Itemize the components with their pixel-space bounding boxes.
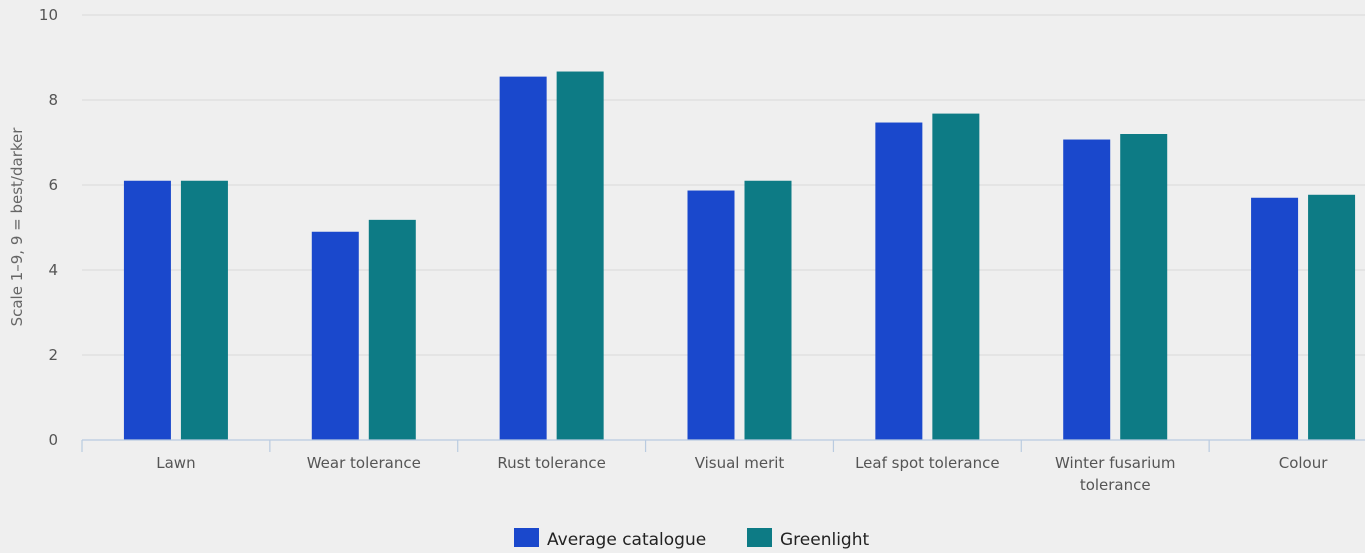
bar[interactable] — [1063, 139, 1111, 440]
bar[interactable] — [123, 180, 171, 440]
x-tick-label: Colour — [1279, 454, 1329, 472]
y-axis-label: Scale 1–9, 9 = best/darker — [8, 127, 26, 327]
y-tick-label: 2 — [48, 346, 58, 364]
y-tick-label: 6 — [48, 176, 58, 194]
x-tick-label: Rust tolerance — [497, 454, 606, 472]
legend-item[interactable]: Average catalogue — [514, 528, 706, 550]
bar[interactable] — [1308, 194, 1356, 440]
bar[interactable] — [368, 219, 416, 440]
legend-label: Greenlight — [780, 530, 869, 550]
x-tick-label: Wear tolerance — [307, 454, 421, 472]
x-tick-label: Lawn — [156, 454, 195, 472]
x-tick-label: tolerance — [1080, 476, 1151, 494]
x-tick-label: Leaf spot tolerance — [855, 454, 1000, 472]
bar[interactable] — [499, 76, 547, 440]
y-tick-label: 0 — [48, 431, 58, 449]
bar[interactable] — [687, 190, 735, 440]
legend-item[interactable]: Greenlight — [747, 528, 869, 550]
bar[interactable] — [311, 231, 359, 440]
bar[interactable] — [875, 122, 923, 441]
bar[interactable] — [932, 113, 980, 440]
bar[interactable] — [744, 180, 792, 440]
x-axis: Lawn Wear tolerance Rust tolerance Visual m… — [81, 439, 1365, 494]
x-tick-label: Winter fusarium — [1055, 454, 1175, 472]
legend-swatch — [747, 528, 772, 547]
bar[interactable] — [1251, 197, 1299, 440]
y-tick-label: 8 — [48, 91, 58, 109]
y-tick-label: 10 — [39, 6, 58, 24]
legend[interactable]: Average catalogue Greenlight — [514, 528, 869, 550]
y-tick-label: 4 — [48, 261, 58, 279]
y-axis-ticks: 0 2 4 6 8 10 — [39, 6, 58, 449]
legend-swatch — [514, 528, 539, 547]
x-tick-label: Visual merit — [695, 454, 785, 472]
bars — [123, 71, 1356, 441]
legend-label: Average catalogue — [547, 530, 706, 550]
bar[interactable] — [1120, 134, 1168, 440]
bar[interactable] — [180, 180, 228, 440]
bar[interactable] — [556, 71, 604, 441]
